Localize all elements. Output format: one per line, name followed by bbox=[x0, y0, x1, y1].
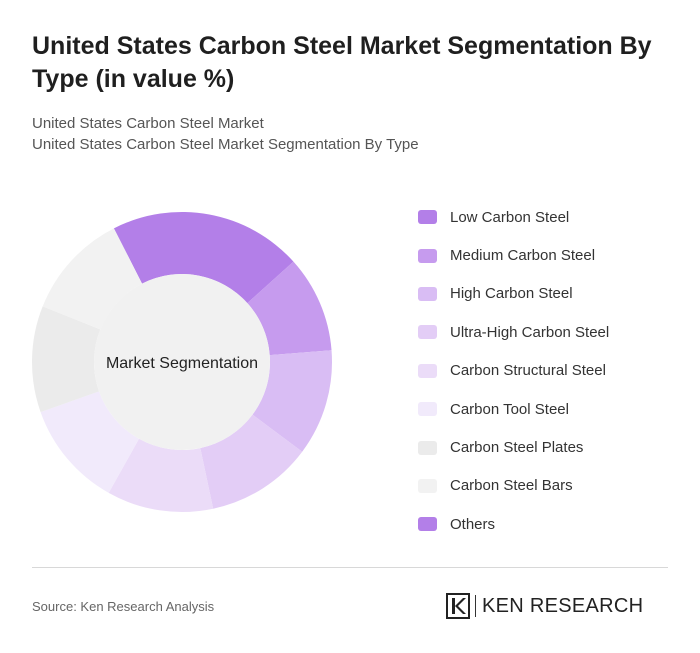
donut-slice-ultra-high-carbon-steel bbox=[200, 414, 303, 509]
legend-swatch bbox=[418, 363, 437, 378]
legend-label: Carbon Structural Steel bbox=[450, 362, 606, 380]
logo-text: KEN RESEARCH bbox=[482, 594, 644, 617]
legend-item-carbon-steel-plates: Carbon Steel Plates bbox=[418, 428, 609, 466]
legend-item-low-carbon-steel: Low Carbon Steel bbox=[418, 198, 609, 236]
legend-swatch bbox=[418, 325, 437, 340]
legend-item-carbon-structural-steel: Carbon Structural Steel bbox=[418, 352, 609, 390]
legend-item-ultra-high-carbon-steel: Ultra-High Carbon Steel bbox=[418, 313, 609, 351]
donut-center-label: Market Segmentation bbox=[106, 355, 258, 372]
logo-separator bbox=[475, 595, 476, 617]
legend-label: Medium Carbon Steel bbox=[450, 247, 596, 265]
legend-label: Carbon Steel Plates bbox=[450, 439, 584, 457]
subtitle-line-market: United States Carbon Steel Market bbox=[32, 115, 264, 132]
legend-swatch bbox=[418, 517, 437, 532]
legend-label: Others bbox=[450, 515, 496, 533]
legend-label: Low Carbon Steel bbox=[450, 208, 570, 226]
legend-swatch bbox=[418, 478, 437, 493]
donut-center bbox=[94, 274, 270, 450]
legend-swatch bbox=[418, 248, 437, 263]
legend-label: Carbon Steel Bars bbox=[450, 477, 573, 495]
donut-slice-carbon-tool-steel bbox=[40, 391, 140, 493]
ken-research-logo-icon bbox=[446, 593, 470, 619]
donut-slice-medium-carbon-steel bbox=[247, 261, 332, 356]
legend-item-carbon-tool-steel: Carbon Tool Steel bbox=[418, 390, 609, 428]
chart-title: United States Carbon Steel Market Segmen… bbox=[32, 32, 652, 93]
legend-swatch bbox=[418, 286, 437, 301]
legend-item-medium-carbon-steel: Medium Carbon Steel bbox=[418, 236, 609, 274]
legend-item-high-carbon-steel: High Carbon Steel bbox=[418, 275, 609, 313]
legend-swatch bbox=[418, 210, 437, 225]
subtitle-line-segmentation: United States Carbon Steel Market Segmen… bbox=[32, 136, 419, 153]
ken-research-logo: KEN RESEARCH bbox=[446, 592, 643, 620]
footer-divider bbox=[32, 567, 668, 568]
legend-swatch bbox=[418, 402, 437, 417]
donut-slice-carbon-structural-steel bbox=[108, 438, 214, 512]
legend-label: High Carbon Steel bbox=[450, 285, 573, 303]
donut-slice-low-carbon-steel bbox=[113, 212, 294, 304]
donut-chart: Market Segmentation bbox=[31, 212, 332, 512]
chart-subtitle: United States Carbon Steel Market United… bbox=[32, 113, 419, 155]
legend-item-carbon-steel-bars: Carbon Steel Bars bbox=[418, 467, 609, 505]
source-note: Source: Ken Research Analysis bbox=[32, 599, 215, 614]
donut-slice-carbon-steel-plates bbox=[31, 306, 101, 413]
legend-item-others: Others bbox=[418, 505, 609, 543]
chart-legend: Low Carbon Steel Medium Carbon Steel High … bbox=[418, 198, 609, 544]
legend-swatch bbox=[418, 440, 437, 455]
legend-label: Carbon Tool Steel bbox=[450, 400, 569, 418]
legend-label: Ultra-High Carbon Steel bbox=[450, 323, 610, 341]
donut-slice-high-carbon-steel bbox=[252, 350, 332, 452]
donut-slice-carbon-steel-bars bbox=[42, 228, 143, 330]
